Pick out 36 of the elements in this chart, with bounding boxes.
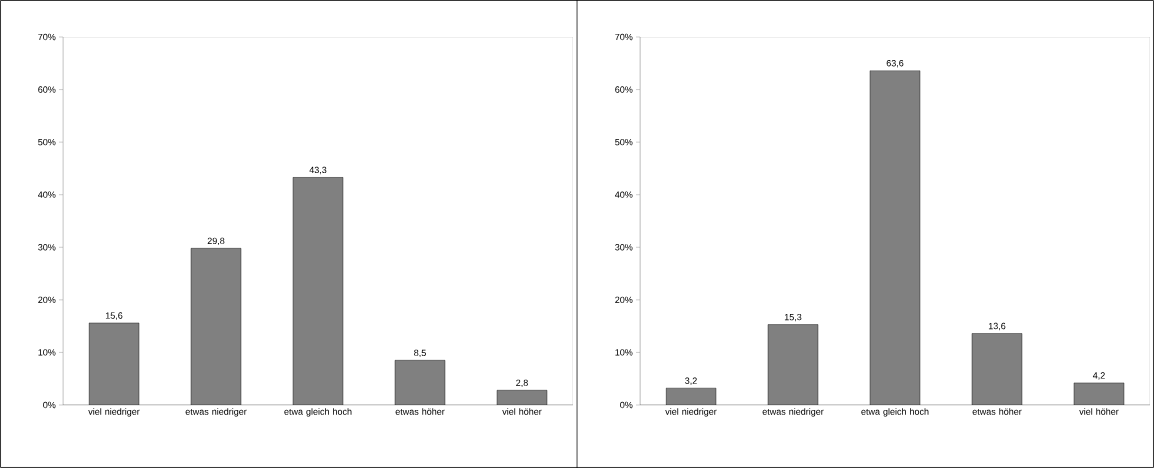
data-label: 8,5 (414, 349, 426, 358)
y-tick-label: 20% (615, 296, 633, 304)
data-label: 2,8 (516, 379, 528, 388)
y-tick-label: 60% (615, 86, 633, 93)
data-label: 3,2 (685, 377, 697, 385)
y-tick-label: 30% (38, 244, 56, 251)
y-tick-label: 70% (615, 33, 633, 41)
y-tick-label: 50% (615, 138, 633, 146)
data-label: 4,2 (1092, 372, 1105, 380)
x-tick-label: etwa gleich hoch (284, 408, 352, 417)
y-tick-label: 10% (615, 349, 633, 356)
y-tick-label: 0% (620, 401, 633, 409)
y-tick-label: 70% (38, 33, 56, 41)
x-tick-label: etwas niedriger (185, 408, 247, 417)
x-tick-label: viel niedriger (665, 408, 717, 417)
x-tick-label: etwas niedriger (762, 408, 824, 417)
data-label: 29,8 (207, 237, 225, 246)
y-tick-label: 30% (615, 244, 633, 251)
y-tick-label: 10% (38, 349, 56, 356)
x-tick-label: viel höher (1079, 408, 1119, 415)
data-label: 13,6 (988, 322, 1006, 331)
data-label: 15,6 (105, 312, 123, 320)
data-label: 43,3 (309, 166, 327, 175)
y-tick-label: 20% (38, 296, 56, 304)
data-label: 15,3 (784, 313, 802, 322)
x-tick-label: viel niedriger (88, 408, 140, 417)
y-tick-label: 40% (615, 191, 633, 198)
x-tick-label: etwa gleich hoch (861, 408, 929, 417)
x-tick-label: viel höher (502, 408, 542, 415)
data-label: 63,6 (886, 60, 904, 68)
y-tick-label: 50% (38, 138, 56, 146)
x-tick-label: etwas höher (972, 408, 1022, 415)
y-tick-label: 60% (38, 86, 56, 93)
y-tick-label: 0% (43, 401, 56, 409)
y-tick-label: 40% (38, 191, 56, 198)
x-tick-label: etwas höher (395, 408, 445, 415)
